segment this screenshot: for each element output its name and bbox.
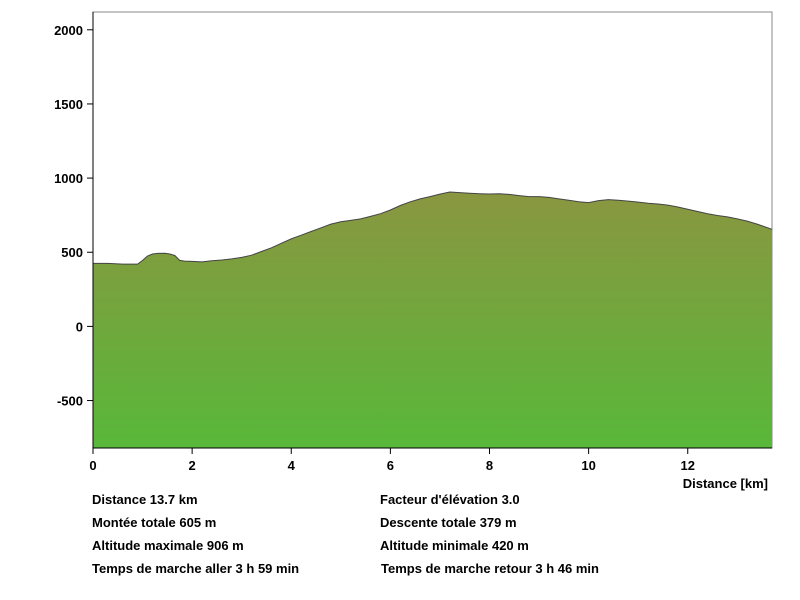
x-tick-label: 8 xyxy=(486,458,493,473)
elevation-profile-line xyxy=(93,191,773,265)
y-tick-label: 0 xyxy=(76,319,83,334)
y-tick-label: 500 xyxy=(61,245,83,260)
x-tick-label: 2 xyxy=(189,458,196,473)
x-tick-label: 12 xyxy=(681,458,695,473)
x-tick-label: 10 xyxy=(581,458,595,473)
x-tick-label: 4 xyxy=(288,458,296,473)
x-tick-label: 0 xyxy=(89,458,96,473)
y-axis-ticks: -500 0 500 1000 1500 2000 xyxy=(54,23,93,409)
x-tick-label: 6 xyxy=(387,458,394,473)
x-axis-ticks: 0 2 4 6 8 10 12 xyxy=(89,448,695,473)
elevation-area xyxy=(93,192,772,448)
y-tick-label: -500 xyxy=(57,394,83,409)
y-tick-label: 1500 xyxy=(54,97,83,112)
y-tick-label: 1000 xyxy=(54,171,83,186)
x-axis-title: Distance [km] xyxy=(683,476,768,491)
y-tick-label: 2000 xyxy=(54,23,83,38)
